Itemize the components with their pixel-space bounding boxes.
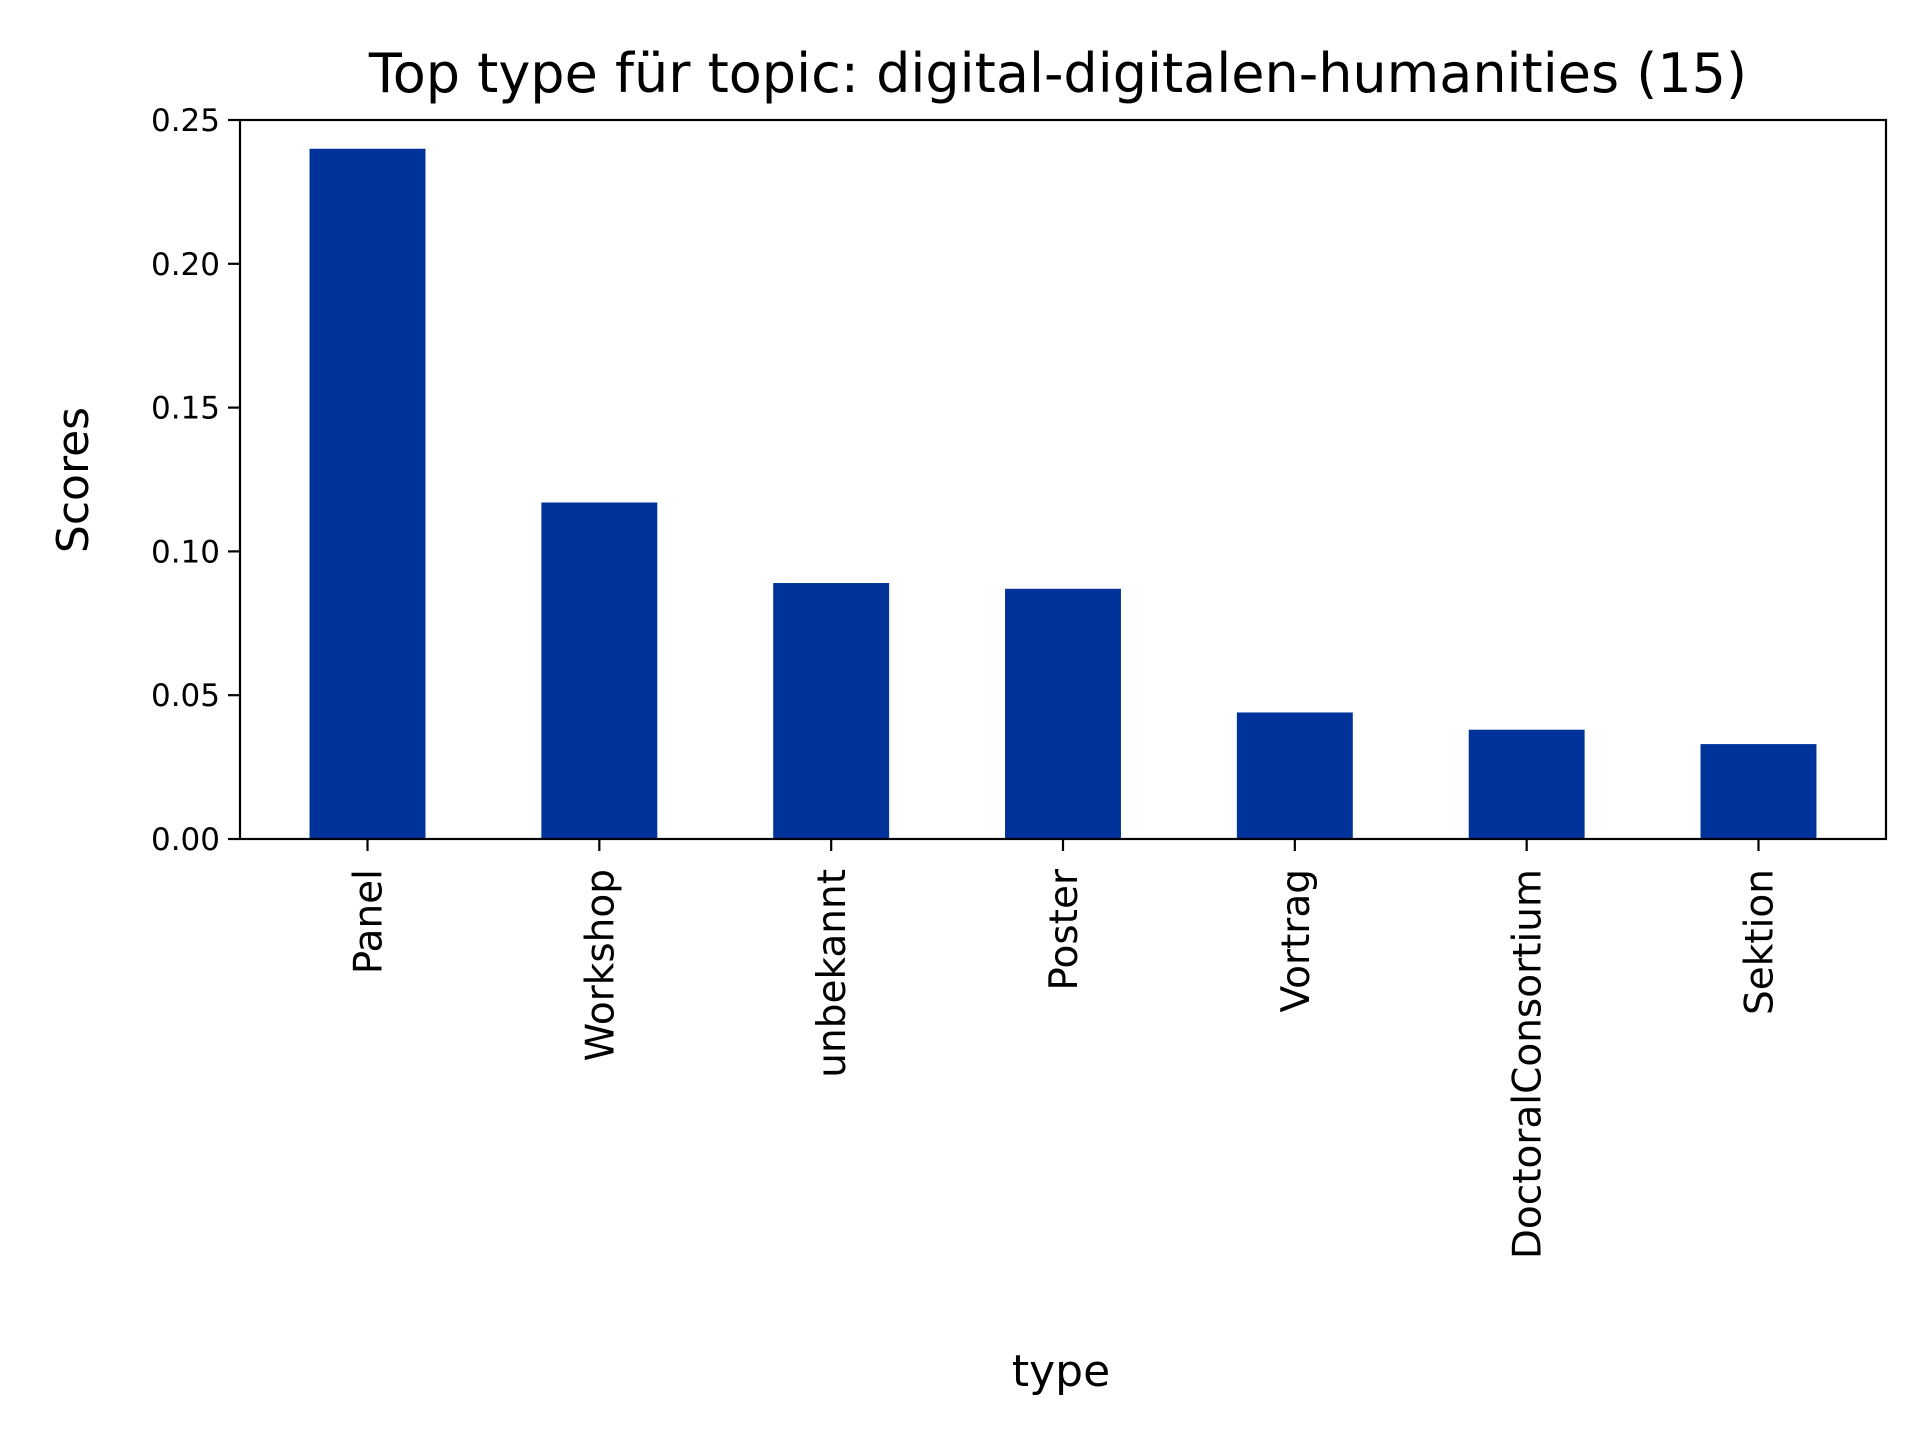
bar-workshop: [541, 502, 658, 839]
chart-title: Top type für topic: digital-digitalen-hu…: [368, 42, 1747, 105]
x-tick-label: Workshop: [578, 869, 623, 1061]
x-tick-label: Sektion: [1737, 869, 1782, 1015]
bar-panel: [309, 148, 426, 839]
y-axis: 0.00 0.05 0.10 0.15 0.20 0.25: [151, 103, 240, 858]
x-tick-label: DoctoralConsortium: [1506, 869, 1551, 1259]
x-tick-label: Vortrag: [1274, 869, 1319, 1013]
x-tick-label: Panel: [347, 869, 392, 974]
x-tick-label: unbekannt: [810, 869, 855, 1078]
x-axis-title: type: [1012, 1346, 1110, 1397]
x-tick-label: Poster: [1042, 868, 1087, 991]
bar-poster: [1005, 588, 1121, 839]
bars-group: [309, 148, 1817, 839]
y-tick-label: 0.25: [151, 103, 220, 139]
y-tick-label: 0.00: [151, 822, 220, 858]
y-tick-label: 0.10: [151, 534, 220, 570]
bar-sektion: [1700, 744, 1817, 839]
y-tick-label: 0.20: [151, 247, 220, 283]
y-tick-label: 0.05: [151, 678, 220, 714]
bar-unbekannt: [773, 583, 890, 839]
plot-frame: [238, 118, 1888, 841]
y-tick-label: 0.15: [151, 391, 220, 427]
bar-vortrag: [1236, 712, 1353, 839]
bar-doctoralconsortium: [1468, 729, 1585, 839]
x-axis: Panel Workshop unbekannt Poster Vortrag Docto…: [347, 839, 1782, 1259]
y-axis-title: Scores: [48, 407, 99, 553]
